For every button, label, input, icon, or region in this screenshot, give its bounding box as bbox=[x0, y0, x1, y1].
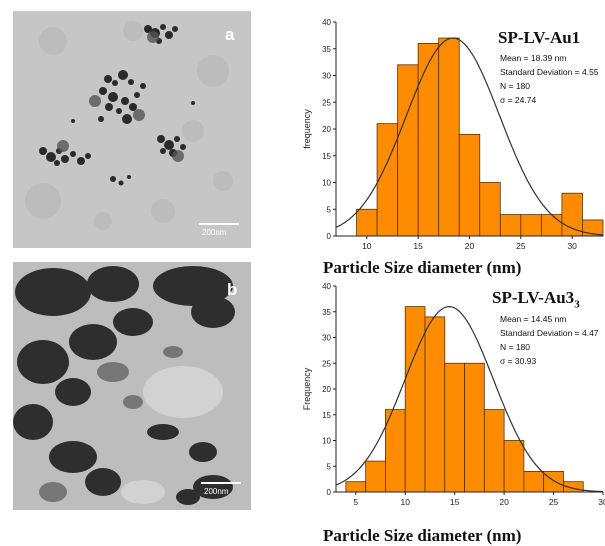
histogram-a-x-tick-label: 20 bbox=[465, 241, 475, 251]
histogram-b-stat-sd: Standard Deviation = 4.47 bbox=[500, 328, 599, 338]
histogram-b-x-tick-label: 10 bbox=[400, 497, 410, 507]
histogram-b-bar bbox=[404, 306, 426, 493]
histogram-a-plot: 0 5 10 15 20 25 30 35 40 10 15 20 25 30 frequency bbox=[302, 18, 604, 251]
histogram-a-y-tick-label: 0 bbox=[327, 232, 332, 241]
tem-micrograph-a bbox=[13, 11, 251, 248]
tem-micrograph-b bbox=[13, 262, 251, 510]
histogram-a-y-tick-label: 25 bbox=[322, 98, 331, 107]
histogram-b-bar bbox=[365, 460, 386, 493]
histogram-b-bar bbox=[345, 481, 367, 493]
histogram-b-bar bbox=[385, 409, 406, 493]
histogram-a-stat-mean: Mean = 18.39 nm bbox=[500, 53, 567, 63]
histogram-b-stat-sigma: σ = 30.93 bbox=[500, 356, 537, 366]
scale-bar-a bbox=[199, 223, 239, 225]
histogram-a-bar bbox=[540, 214, 563, 237]
histogram-b-plot: 0 5 10 15 20 25 30 35 40 5 10 15 20 25 30 Frequency bbox=[302, 282, 605, 507]
histogram-a-xlabel: Particle Size diameter (nm) bbox=[323, 258, 522, 277]
histogram-a-title: SP-LV-Au1 bbox=[498, 28, 581, 47]
histogram-a-x-tick-label: 25 bbox=[516, 241, 526, 251]
histogram-b-x-tick-label: 25 bbox=[549, 497, 559, 507]
histogram-b-xlabel: Particle Size diameter (nm) bbox=[323, 526, 522, 545]
histogram-b-y-tick-label: 5 bbox=[327, 462, 332, 471]
histogram-a-x-tick-label: 10 bbox=[362, 241, 372, 251]
histogram-a-bar bbox=[458, 133, 481, 237]
histogram-b-bar bbox=[424, 316, 446, 493]
scale-label-b: 200nm bbox=[204, 487, 229, 496]
histogram-a-x-tick-label: 15 bbox=[413, 241, 423, 251]
histogram-a-y-tick-label: 10 bbox=[322, 179, 331, 188]
histogram-a-bar bbox=[499, 214, 522, 237]
histogram-a-bar bbox=[397, 64, 419, 237]
histogram-b-stat-mean: Mean = 14.45 nm bbox=[500, 314, 567, 324]
histogram-b-title-main: SP-LV-Au3 bbox=[492, 288, 575, 307]
histogram-b-bar bbox=[543, 470, 564, 493]
histogram-a-x-tick-label: 30 bbox=[567, 241, 577, 251]
histogram-a-bar bbox=[376, 123, 399, 237]
histogram-b-y-tick-label: 10 bbox=[322, 437, 331, 446]
histogram-b-title-sub: 3 bbox=[574, 298, 580, 311]
histogram-a-y-tick-label: 30 bbox=[322, 72, 331, 81]
histogram-b-stat-n: N = 180 bbox=[500, 342, 531, 352]
tem-image-a: a 200nm bbox=[13, 11, 251, 248]
histogram-b-x-tick-label: 20 bbox=[499, 497, 509, 507]
histogram-b-y-tick-label: 25 bbox=[322, 359, 331, 368]
panel-letter-a: a bbox=[225, 25, 235, 44]
scale-label-a: 200nm bbox=[202, 228, 227, 237]
histogram-b-y-tick-label: 0 bbox=[327, 488, 332, 497]
histogram-a-bar bbox=[417, 43, 440, 237]
histogram-a: 0 5 10 15 20 25 30 35 40 10 15 20 25 30 frequency SP-L… bbox=[290, 10, 605, 260]
histogram-b-y-tick-label: 40 bbox=[322, 282, 331, 291]
histogram-a-y-tick-label: 20 bbox=[322, 125, 331, 134]
histogram-a-bar bbox=[561, 192, 583, 237]
histogram-b-x-tick-label: 5 bbox=[353, 497, 358, 507]
histogram-a-stat-sigma: σ = 24.74 bbox=[500, 95, 537, 105]
histogram-a-stat-sd: Standard Deviation = 4.55 bbox=[500, 67, 599, 77]
scale-bar-b bbox=[201, 482, 241, 484]
histogram-a-y-tick-label: 40 bbox=[322, 18, 331, 27]
histogram-a-fit-curve bbox=[335, 37, 604, 236]
histogram-b-x-tick-label: 15 bbox=[450, 497, 460, 507]
histogram-a-bar bbox=[356, 208, 378, 237]
histogram-a-y-tick-label: 35 bbox=[322, 45, 331, 54]
histogram-a-stat-n: N = 180 bbox=[500, 81, 531, 91]
histogram-a-bar bbox=[438, 37, 460, 237]
tem-image-b: b 200nm bbox=[13, 262, 251, 510]
histogram-b-bar bbox=[483, 409, 505, 493]
histogram-a-y-tick-label: 15 bbox=[322, 152, 331, 161]
histogram-b-y-tick-label: 15 bbox=[322, 411, 331, 420]
histogram-b-y-tick-label: 20 bbox=[322, 385, 331, 394]
histogram-b-fit-curve bbox=[335, 305, 604, 493]
histogram-b-bar bbox=[503, 440, 525, 493]
histogram-b-x-tick-label: 30 bbox=[598, 497, 605, 507]
histogram-b: 0 5 10 15 20 25 30 35 40 5 10 15 20 25 30 Frequency SP-… bbox=[290, 278, 605, 518]
histogram-b-bar bbox=[464, 362, 485, 493]
histogram-a-y-label: frequency bbox=[302, 109, 312, 149]
histogram-b-bar bbox=[444, 362, 465, 493]
histogram-a-y-tick-label: 5 bbox=[327, 205, 332, 214]
histogram-b-y-label: Frequency bbox=[302, 367, 312, 410]
histogram-b-y-tick-label: 35 bbox=[322, 308, 331, 317]
histogram-b-title: SP-LV-Au33 bbox=[492, 288, 580, 310]
panel-letter-b: b bbox=[227, 280, 238, 299]
histogram-b-y-tick-label: 30 bbox=[322, 334, 331, 343]
histogram-a-bar bbox=[520, 214, 542, 237]
histogram-b-bar bbox=[523, 470, 545, 493]
histogram-a-bar bbox=[479, 182, 501, 237]
